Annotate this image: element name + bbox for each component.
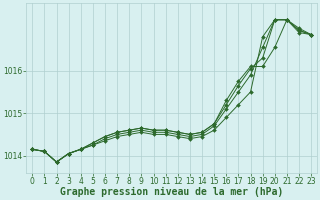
X-axis label: Graphe pression niveau de la mer (hPa): Graphe pression niveau de la mer (hPa) [60,187,283,197]
